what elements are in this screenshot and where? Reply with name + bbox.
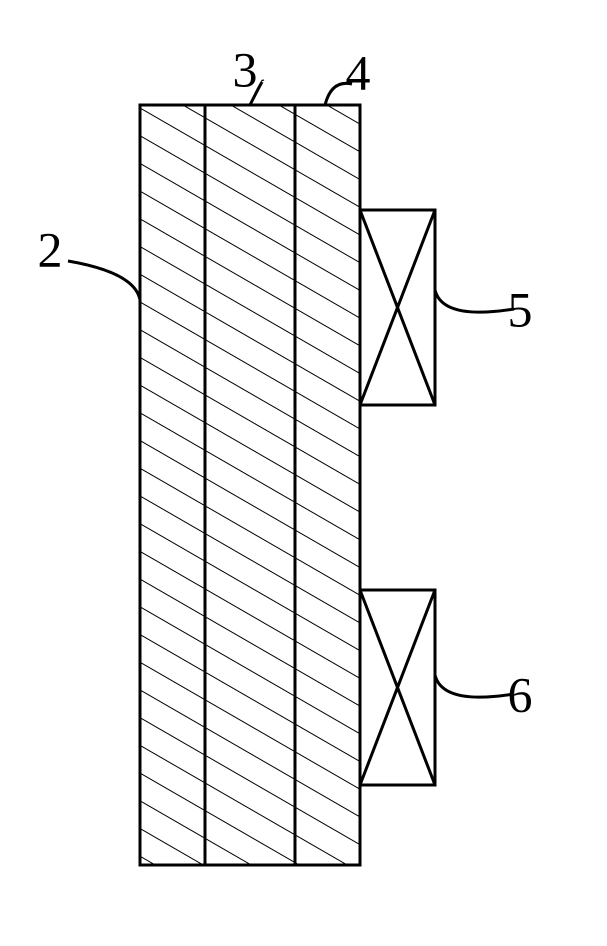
crossbox-lower [360,590,435,785]
callout-label-4: 4 [346,44,371,100]
callout-leader-2 [68,261,140,300]
layer-mid [205,105,295,865]
callout-leader-6 [435,675,514,697]
callout-leader-5 [435,290,514,312]
callout-label-3: 3 [233,41,258,97]
diagram-root: 3 4 2 5 6 [0,0,607,946]
layer-left [140,105,205,865]
callout-label-6: 6 [508,666,533,722]
callout-label-2: 2 [38,221,63,277]
callout-label-5: 5 [508,281,533,337]
crossbox-upper [360,210,435,405]
layer-right [295,105,360,865]
